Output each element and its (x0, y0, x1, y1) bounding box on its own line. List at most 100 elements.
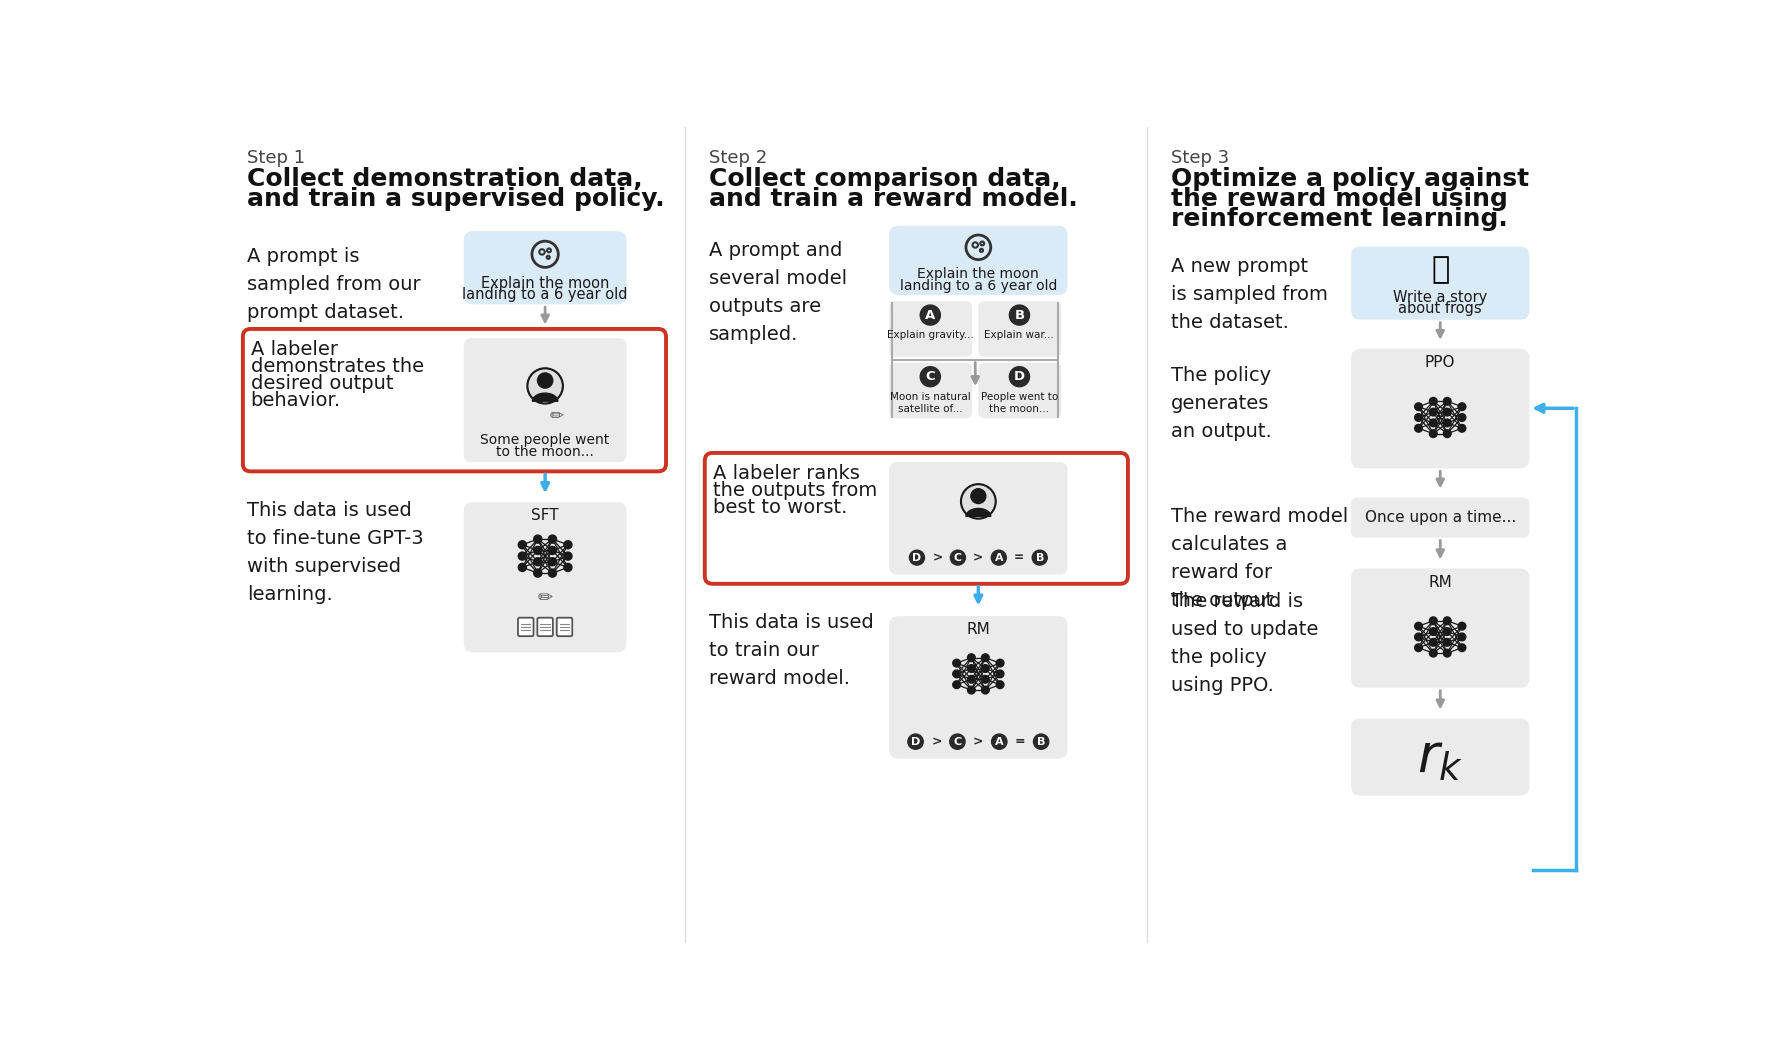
Circle shape (1429, 617, 1438, 624)
Text: B: B (1037, 737, 1046, 746)
Circle shape (1429, 628, 1438, 635)
Circle shape (1429, 638, 1438, 647)
FancyBboxPatch shape (1352, 497, 1529, 537)
Circle shape (1414, 622, 1423, 630)
Circle shape (549, 558, 556, 566)
Circle shape (1443, 419, 1452, 427)
Circle shape (549, 546, 556, 554)
Text: SFT: SFT (531, 509, 560, 524)
Circle shape (953, 670, 960, 677)
Text: A labeler: A labeler (250, 340, 338, 359)
Polygon shape (966, 509, 991, 516)
Text: ✏: ✏ (551, 406, 563, 424)
Circle shape (1032, 550, 1048, 565)
FancyBboxPatch shape (889, 226, 1067, 295)
FancyBboxPatch shape (519, 618, 533, 636)
Text: Optimize a policy against: Optimize a policy against (1171, 167, 1529, 191)
Circle shape (1457, 424, 1466, 432)
Text: A: A (924, 308, 935, 321)
Circle shape (563, 552, 572, 560)
Text: B: B (1035, 552, 1044, 563)
Text: desired output: desired output (250, 374, 393, 393)
FancyBboxPatch shape (889, 363, 973, 419)
Text: Explain the moon: Explain the moon (481, 276, 610, 290)
Circle shape (1457, 403, 1466, 410)
Circle shape (908, 734, 923, 749)
Circle shape (960, 483, 996, 519)
Text: C: C (953, 552, 962, 563)
Circle shape (535, 569, 542, 577)
Text: Step 2: Step 2 (708, 148, 767, 166)
Text: best to worst.: best to worst. (713, 497, 848, 516)
Text: RM: RM (967, 622, 991, 637)
Circle shape (1414, 413, 1423, 421)
Circle shape (1429, 398, 1438, 405)
Circle shape (1457, 633, 1466, 641)
Circle shape (921, 367, 940, 387)
FancyBboxPatch shape (889, 301, 973, 356)
FancyBboxPatch shape (978, 301, 1062, 356)
Circle shape (549, 535, 556, 543)
Text: $r_k$: $r_k$ (1418, 731, 1463, 783)
Circle shape (1443, 628, 1452, 635)
Text: Step 3: Step 3 (1171, 148, 1228, 166)
Text: and train a reward model.: and train a reward model. (708, 188, 1078, 211)
Circle shape (1443, 429, 1452, 438)
Circle shape (563, 563, 572, 571)
FancyBboxPatch shape (463, 338, 626, 462)
Text: RM: RM (1429, 575, 1452, 589)
Text: >: > (932, 551, 942, 564)
Text: ✏: ✏ (538, 589, 552, 607)
Text: A new prompt
is sampled from
the dataset.: A new prompt is sampled from the dataset… (1171, 257, 1327, 332)
FancyBboxPatch shape (889, 462, 1067, 575)
Circle shape (996, 659, 1003, 667)
Text: to the moon...: to the moon... (497, 445, 594, 459)
Text: Explain gravity...: Explain gravity... (887, 331, 974, 340)
Circle shape (1010, 305, 1030, 325)
Circle shape (563, 541, 572, 549)
Text: Moon is natural
satellite of...: Moon is natural satellite of... (890, 392, 971, 414)
Circle shape (910, 550, 924, 565)
Circle shape (967, 686, 974, 694)
Text: Explain war...: Explain war... (985, 331, 1055, 340)
Circle shape (953, 681, 960, 689)
Circle shape (549, 569, 556, 577)
Circle shape (992, 734, 1007, 749)
Text: A: A (994, 737, 1003, 746)
Text: A prompt and
several model
outputs are
sampled.: A prompt and several model outputs are s… (708, 242, 848, 344)
Circle shape (967, 675, 974, 683)
Circle shape (1414, 633, 1423, 641)
Text: reinforcement learning.: reinforcement learning. (1171, 208, 1507, 231)
Circle shape (519, 541, 526, 549)
Circle shape (1429, 650, 1438, 657)
Circle shape (1033, 734, 1050, 749)
Text: Explain the moon: Explain the moon (917, 267, 1039, 281)
Circle shape (1457, 643, 1466, 652)
Circle shape (527, 368, 563, 404)
FancyBboxPatch shape (243, 329, 665, 472)
Circle shape (982, 665, 989, 672)
Text: the outputs from: the outputs from (713, 480, 876, 499)
Text: D: D (1014, 370, 1025, 383)
Circle shape (1443, 617, 1452, 624)
Text: landing to a 6 year old: landing to a 6 year old (899, 279, 1057, 293)
Circle shape (1457, 413, 1466, 421)
Text: The reward is
used to update
the policy
using PPO.: The reward is used to update the policy … (1171, 591, 1318, 694)
Circle shape (949, 734, 966, 749)
Text: A: A (994, 552, 1003, 563)
Text: C: C (926, 370, 935, 383)
Circle shape (996, 681, 1003, 689)
Circle shape (529, 370, 561, 402)
Circle shape (1429, 408, 1438, 416)
FancyBboxPatch shape (1352, 568, 1529, 688)
Text: Collect demonstration data,: Collect demonstration data, (247, 167, 642, 191)
FancyBboxPatch shape (704, 453, 1128, 584)
Text: The policy
generates
an output.: The policy generates an output. (1171, 366, 1271, 441)
Circle shape (967, 654, 974, 661)
FancyBboxPatch shape (1352, 247, 1529, 320)
Circle shape (991, 550, 1007, 565)
Text: Once upon a time...: Once upon a time... (1364, 510, 1516, 525)
Circle shape (519, 563, 526, 571)
Circle shape (1443, 408, 1452, 416)
Text: A prompt is
sampled from our
prompt dataset.: A prompt is sampled from our prompt data… (247, 247, 420, 321)
